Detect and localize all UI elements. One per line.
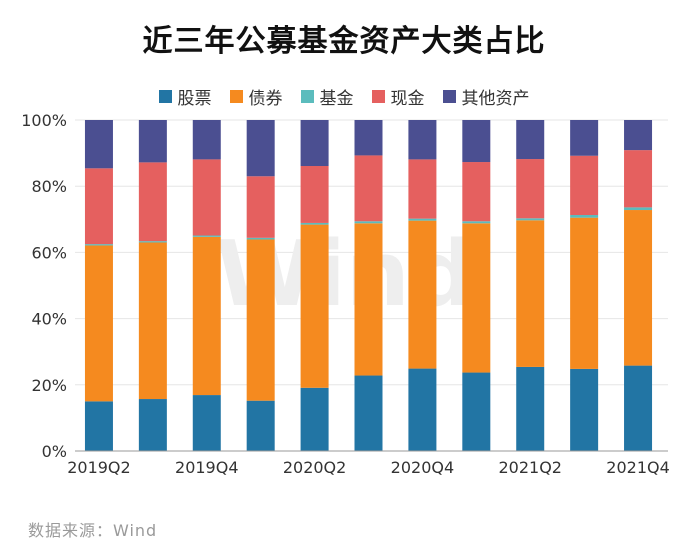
bar-segment[interactable] bbox=[300, 222, 329, 225]
bar-segment[interactable] bbox=[624, 120, 653, 151]
x-tick-label: 2019Q2 bbox=[67, 458, 131, 477]
legend-label: 股票 bbox=[177, 89, 212, 109]
legend-label: 债券 bbox=[248, 89, 283, 109]
bar-segment[interactable] bbox=[408, 220, 437, 369]
bar-segment[interactable] bbox=[624, 210, 653, 366]
bar-segment[interactable] bbox=[462, 372, 491, 451]
bar-segment[interactable] bbox=[624, 365, 653, 451]
legend-item[interactable]: 其他资产 bbox=[442, 84, 530, 109]
bar-segment[interactable] bbox=[138, 399, 167, 451]
legend-swatch bbox=[158, 90, 172, 103]
bar-segment[interactable] bbox=[408, 218, 437, 221]
bar-segment[interactable] bbox=[624, 150, 653, 208]
legend-swatch bbox=[442, 90, 456, 103]
bar-segment[interactable] bbox=[192, 395, 221, 451]
bar-segment[interactable] bbox=[570, 155, 599, 215]
chart-title: 近三年公募基金资产大类占比 bbox=[142, 24, 546, 59]
bar-segment[interactable] bbox=[516, 366, 545, 451]
legend: 股票 债券 基金 现金 其他资产 bbox=[0, 84, 688, 109]
bar-segment[interactable] bbox=[192, 120, 221, 160]
bar-segment[interactable] bbox=[408, 120, 437, 160]
legend-label: 基金 bbox=[319, 89, 354, 109]
bar-segment[interactable] bbox=[138, 120, 167, 163]
y-axis-ticks: 0% 20% 40% 60% 80% 100% bbox=[21, 111, 67, 461]
bar-segment[interactable] bbox=[246, 176, 275, 238]
legend-swatch bbox=[371, 90, 385, 103]
legend-item[interactable]: 基金 bbox=[300, 84, 354, 109]
y-tick-label: 100% bbox=[21, 111, 67, 130]
bar-segment[interactable] bbox=[84, 120, 113, 169]
bar-segment[interactable] bbox=[138, 242, 167, 400]
bar-segment[interactable] bbox=[462, 162, 491, 222]
x-axis-ticks: 2019Q2 2019Q4 2020Q2 2020Q4 2021Q2 2021Q4 bbox=[67, 458, 670, 477]
x-tick-label: 2020Q4 bbox=[391, 458, 455, 477]
y-tick-label: 20% bbox=[31, 376, 67, 395]
bar-segment[interactable] bbox=[354, 155, 383, 222]
bar-segment[interactable] bbox=[246, 400, 275, 451]
bar-segment[interactable] bbox=[84, 168, 113, 245]
x-tick-label: 2021Q2 bbox=[498, 458, 562, 477]
bar-segment[interactable] bbox=[354, 223, 383, 376]
bar-segment[interactable] bbox=[354, 375, 383, 451]
bar-segment[interactable] bbox=[300, 387, 329, 451]
bar-segment[interactable] bbox=[570, 368, 599, 451]
bars bbox=[84, 120, 653, 451]
source-note: 数据来源：Wind bbox=[28, 521, 158, 540]
bar-segment[interactable] bbox=[624, 207, 653, 211]
y-tick-label: 0% bbox=[42, 442, 67, 461]
x-tick-label: 2020Q2 bbox=[283, 458, 347, 477]
bar-segment[interactable] bbox=[192, 235, 221, 237]
bar-segment[interactable] bbox=[300, 120, 329, 167]
x-tick-label: 2019Q4 bbox=[175, 458, 239, 477]
legend-item[interactable]: 现金 bbox=[371, 84, 425, 109]
bar-segment[interactable] bbox=[516, 220, 545, 367]
bar-segment[interactable] bbox=[192, 236, 221, 396]
legend-item[interactable]: 股票 bbox=[158, 84, 212, 109]
x-tick-label: 2021Q4 bbox=[606, 458, 670, 477]
bar-segment[interactable] bbox=[84, 245, 113, 402]
legend-label: 其他资产 bbox=[461, 89, 530, 109]
bar-segment[interactable] bbox=[462, 221, 491, 224]
bar-segment[interactable] bbox=[138, 162, 167, 242]
legend-label: 现金 bbox=[390, 89, 425, 109]
bar-segment[interactable] bbox=[300, 224, 329, 388]
bar-segment[interactable] bbox=[84, 244, 113, 246]
bar-segment[interactable] bbox=[192, 159, 221, 236]
legend-item[interactable]: 债券 bbox=[229, 84, 283, 109]
bar-segment[interactable] bbox=[300, 166, 329, 223]
bar-segment[interactable] bbox=[84, 401, 113, 451]
y-tick-label: 40% bbox=[31, 310, 67, 329]
bar-segment[interactable] bbox=[408, 159, 437, 219]
bar-segment[interactable] bbox=[516, 120, 545, 160]
bar-segment[interactable] bbox=[462, 120, 491, 163]
bar-segment[interactable] bbox=[516, 159, 545, 219]
legend-swatch bbox=[300, 90, 314, 103]
bar-segment[interactable] bbox=[246, 120, 275, 177]
bar-segment[interactable] bbox=[246, 239, 275, 401]
bar-segment[interactable] bbox=[570, 217, 599, 369]
bar-segment[interactable] bbox=[570, 214, 599, 218]
bar-segment[interactable] bbox=[354, 120, 383, 156]
bar-segment[interactable] bbox=[516, 218, 545, 221]
y-tick-label: 80% bbox=[31, 177, 67, 196]
bar-segment[interactable] bbox=[354, 221, 383, 224]
bar-segment[interactable] bbox=[408, 368, 437, 451]
bar-segment[interactable] bbox=[138, 241, 167, 243]
legend-swatch bbox=[229, 90, 243, 103]
bar-segment[interactable] bbox=[570, 120, 599, 156]
y-tick-label: 60% bbox=[31, 243, 67, 262]
bar-segment[interactable] bbox=[246, 237, 275, 240]
bar-segment[interactable] bbox=[462, 223, 491, 373]
